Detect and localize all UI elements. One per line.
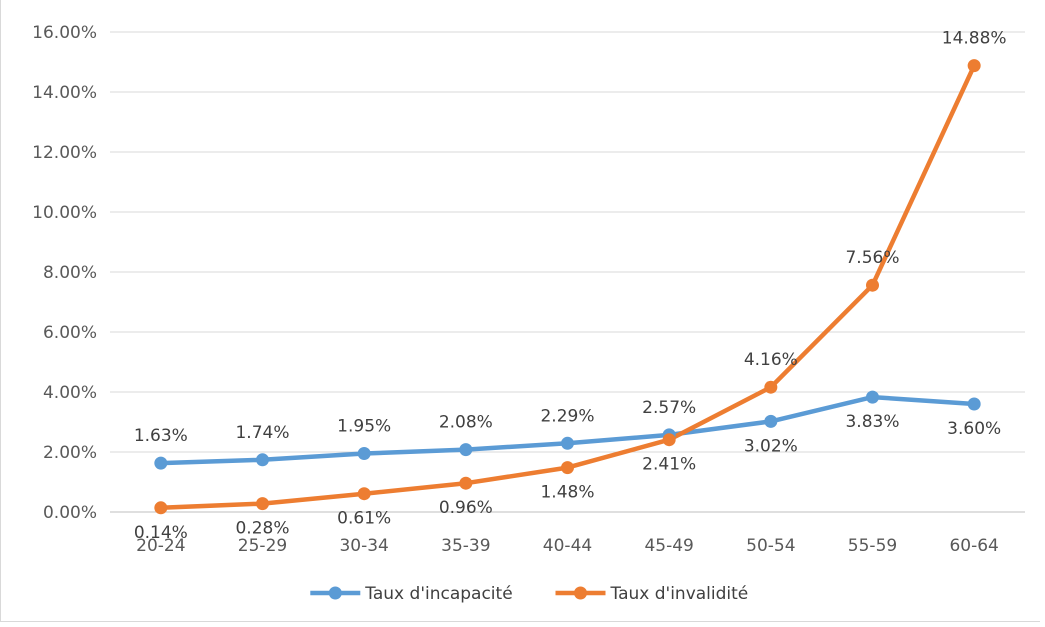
data-label: 7.56% bbox=[845, 248, 899, 268]
x-tick-label: 40-44 bbox=[543, 536, 592, 556]
data-point bbox=[154, 501, 168, 515]
y-tick-label: 4.00% bbox=[43, 383, 97, 403]
y-tick-label: 2.00% bbox=[43, 443, 97, 463]
data-labels: 1.63% 1.74% 1.95% 2.08% 2.29% 2.57% 3.02% 3.83%… bbox=[134, 29, 1007, 543]
x-tick-label: 30-34 bbox=[339, 536, 388, 556]
data-label: 0.28% bbox=[235, 519, 289, 539]
legend-label: Taux d'invalidité bbox=[610, 584, 749, 604]
legend-label: Taux d'incapacité bbox=[364, 584, 512, 604]
data-label: 2.41% bbox=[642, 455, 696, 475]
data-point bbox=[256, 453, 269, 467]
y-tick-label: 8.00% bbox=[43, 263, 97, 283]
data-point bbox=[662, 433, 676, 447]
data-label: 2.57% bbox=[642, 398, 696, 418]
data-point bbox=[866, 390, 879, 404]
data-point bbox=[967, 59, 981, 73]
x-axis: 20-24 25-29 30-34 35-39 40-44 45-49 50-54 55-59… bbox=[136, 536, 999, 556]
x-tick-label: 60-64 bbox=[949, 536, 998, 556]
data-label: 3.83% bbox=[845, 412, 899, 432]
data-label: 4.16% bbox=[744, 350, 798, 370]
data-point bbox=[764, 380, 778, 394]
data-point bbox=[459, 476, 473, 490]
y-tick-label: 0.00% bbox=[43, 503, 97, 523]
data-point bbox=[967, 397, 981, 411]
data-label: 2.29% bbox=[540, 406, 594, 426]
data-point bbox=[561, 461, 574, 475]
data-label: 0.96% bbox=[439, 498, 493, 518]
y-tick-label: 6.00% bbox=[43, 323, 97, 343]
x-tick-label: 45-49 bbox=[644, 536, 693, 556]
x-tick-label: 55-59 bbox=[848, 536, 897, 556]
data-label: 1.63% bbox=[134, 426, 188, 446]
data-label: 2.08% bbox=[439, 413, 493, 433]
data-label: 14.88% bbox=[942, 29, 1007, 49]
data-label: 0.61% bbox=[337, 509, 391, 529]
y-tick-label: 12.00% bbox=[32, 143, 97, 163]
data-point bbox=[357, 487, 371, 501]
y-axis: 0.00% 2.00% 4.00% 6.00% 8.00% 10.00% 12.00% 14.… bbox=[32, 23, 97, 523]
data-label: 3.02% bbox=[744, 436, 798, 456]
data-point bbox=[256, 497, 269, 511]
x-tick-label: 25-29 bbox=[238, 536, 287, 556]
y-tick-label: 16.00% bbox=[32, 23, 97, 43]
data-point bbox=[459, 443, 473, 457]
y-tick-label: 14.00% bbox=[32, 83, 97, 103]
data-point bbox=[357, 447, 371, 460]
gridlines bbox=[110, 31, 1025, 513]
legend-key-marker bbox=[328, 586, 342, 600]
data-point bbox=[866, 278, 879, 292]
data-label: 1.95% bbox=[337, 417, 391, 437]
y-tick-label: 10.00% bbox=[32, 203, 97, 223]
data-label: 1.74% bbox=[235, 423, 289, 443]
x-tick-label: 20-24 bbox=[136, 536, 185, 556]
data-point bbox=[561, 436, 574, 450]
series-layer bbox=[154, 59, 981, 515]
data-label: 3.60% bbox=[947, 419, 1001, 439]
data-point bbox=[764, 414, 778, 428]
legend-key-marker bbox=[574, 586, 587, 600]
x-tick-label: 50-54 bbox=[746, 536, 795, 556]
data-label: 0.14% bbox=[134, 523, 188, 543]
x-tick-label: 35-39 bbox=[441, 536, 490, 556]
data-label: 1.48% bbox=[540, 483, 594, 503]
legend: Taux d'incapacité Taux d'invalidité bbox=[310, 584, 748, 604]
data-point bbox=[154, 456, 168, 470]
